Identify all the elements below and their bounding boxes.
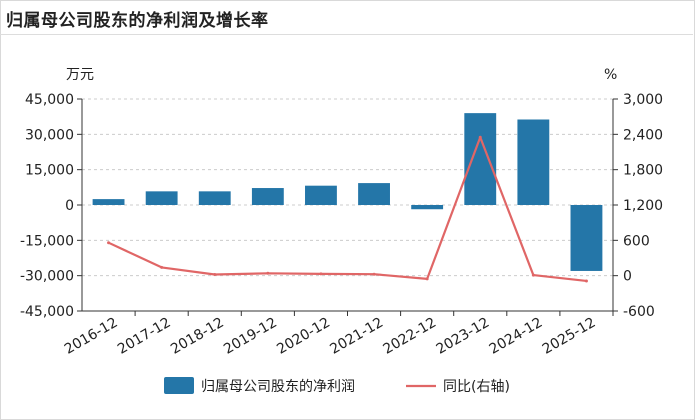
x-axis-tick-label: 2022-12 — [380, 315, 439, 358]
left-axis-unit: 万元 — [66, 67, 94, 83]
growth-point — [266, 271, 270, 275]
legend-bar-swatch — [164, 377, 194, 394]
title-divider — [0, 34, 693, 35]
growth-point — [319, 272, 323, 276]
x-axis-tick-label: 2016-12 — [62, 315, 121, 358]
bar — [570, 205, 603, 271]
left-axis-tick-label: -45,000 — [20, 304, 74, 320]
growth-point — [213, 272, 217, 276]
growth-point — [107, 241, 111, 245]
right-axis-tick-label: 2,400 — [623, 127, 663, 143]
legend-line-label: 同比(右轴) — [443, 379, 510, 395]
left-axis-tick-label: 15,000 — [25, 163, 74, 179]
x-axis-tick-label: 2024-12 — [487, 315, 546, 358]
growth-line — [108, 136, 587, 283]
x-axis-tick-label: 2025-12 — [540, 315, 599, 358]
bar — [464, 113, 497, 205]
legend-bar-label: 归属母公司股东的净利润 — [201, 378, 355, 395]
growth-point — [531, 273, 535, 277]
right-axis-tick-label: 1,800 — [623, 163, 663, 179]
x-axis-tick-label: 2017-12 — [115, 315, 174, 358]
growth-point — [160, 265, 164, 269]
x-axis-tick-label: 2020-12 — [274, 315, 333, 358]
bar — [517, 119, 550, 205]
right-axis-tick-label: 600 — [623, 233, 650, 249]
bar — [411, 205, 444, 210]
right-axis-tick-label: 0 — [623, 269, 632, 285]
bar — [92, 199, 125, 205]
growth-point — [425, 277, 429, 281]
growth-point — [372, 272, 376, 276]
left-axis-tick-label: 45,000 — [25, 92, 74, 108]
x-axis-tick-label: 2021-12 — [327, 315, 386, 358]
chart-title: 归属母公司股东的净利润及增长率 — [6, 11, 269, 31]
bar — [358, 183, 390, 205]
left-axis-tick-label: 0 — [65, 198, 74, 214]
growth-point — [478, 135, 482, 139]
bar — [145, 191, 178, 205]
x-axis-tick-label: 2019-12 — [221, 315, 280, 358]
right-axis-tick-label: 1,200 — [623, 198, 663, 214]
left-axis-tick-label: 30,000 — [25, 127, 74, 143]
left-axis-tick-label: -30,000 — [20, 269, 74, 285]
bar — [305, 185, 337, 205]
x-axis-tick-label: 2018-12 — [168, 315, 227, 358]
left-axis-tick-label: -15,000 — [20, 233, 74, 249]
x-axis-tick-label: 2023-12 — [434, 315, 493, 358]
right-axis-unit: % — [604, 67, 617, 83]
bar — [251, 188, 284, 205]
right-axis-tick-label: 3,000 — [623, 92, 663, 108]
right-axis-tick-label: -600 — [623, 304, 655, 320]
bar — [198, 191, 231, 205]
growth-point — [584, 279, 588, 283]
